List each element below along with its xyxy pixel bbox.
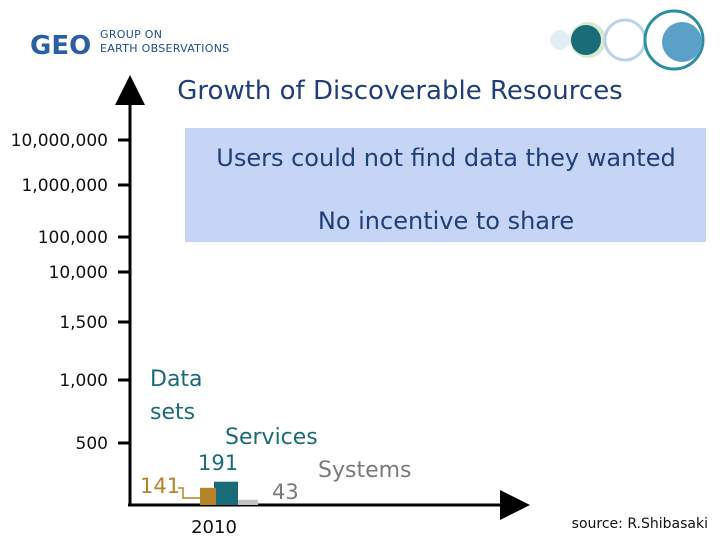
series-label-data-sets: sets — [150, 400, 195, 425]
series-label-services: Services — [225, 425, 318, 450]
bars — [200, 482, 258, 505]
y-tick-label: 1,500 — [59, 313, 108, 333]
series-label-data-sets: Data — [150, 367, 203, 392]
series-label-systems: Systems — [318, 458, 412, 483]
data-sets-leader-line — [178, 488, 200, 498]
callout-line-1: Users could not find data they wanted — [216, 144, 675, 172]
bar-services — [214, 482, 238, 505]
value-label-data-sets: 141 — [140, 474, 180, 498]
y-tick-label: 500 — [76, 434, 108, 454]
logo-line-2: EARTH OBSERVATIONS — [100, 42, 230, 55]
chart-title: Growth of Discoverable Resources — [177, 76, 622, 106]
y-tick-label: 10,000 — [49, 263, 108, 283]
value-label-services: 191 — [198, 451, 238, 475]
callout-line-2: No incentive to share — [318, 207, 574, 235]
chart: GEO GROUP ON EARTH OBSERVATIONS Growth o… — [0, 0, 720, 540]
value-label-systems: 43 — [272, 480, 299, 504]
source-note: source: R.Shibasaki — [572, 516, 708, 532]
x-tick-label-2010: 2010 — [191, 517, 237, 538]
geo-circles-icon — [550, 11, 703, 69]
y-axis-ticks: 10,000,000 1,000,000 100,000 10,000 1,500 1,0… — [11, 131, 130, 454]
y-tick-label: 1,000,000 — [21, 176, 108, 196]
geo-logo: GEO GROUP ON EARTH OBSERVATIONS — [30, 28, 230, 61]
callout-box: Users could not find data they wanted No… — [185, 128, 706, 242]
y-tick-label: 1,000 — [59, 371, 108, 391]
y-tick-label: 10,000,000 — [11, 131, 108, 151]
logo-line-1: GROUP ON — [100, 28, 162, 41]
bar-data-sets — [200, 488, 216, 505]
y-tick-label: 100,000 — [38, 228, 108, 248]
logo-mark: GEO — [30, 31, 91, 61]
